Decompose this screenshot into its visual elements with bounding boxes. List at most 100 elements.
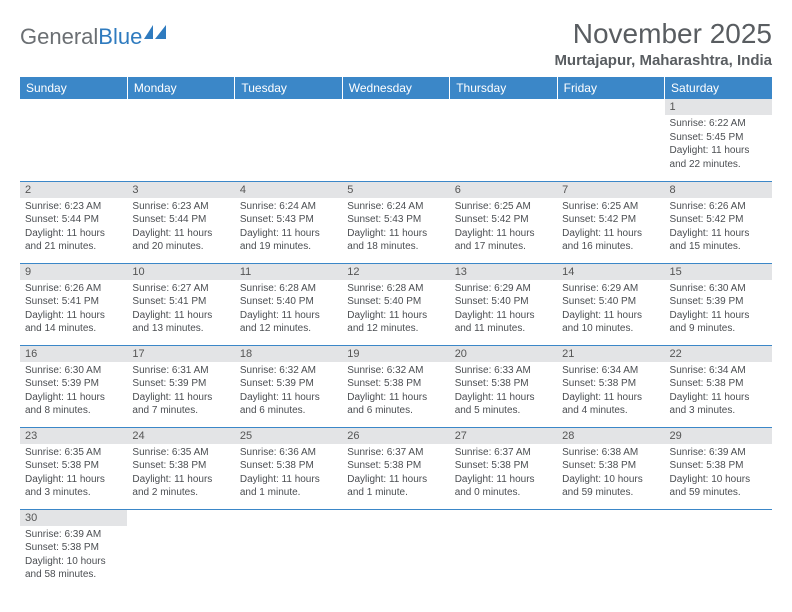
daylight-line: Daylight: 11 hours and 20 minutes. bbox=[132, 227, 229, 254]
sunrise-line: Sunrise: 6:26 AM bbox=[25, 282, 122, 296]
empty-cell bbox=[450, 510, 557, 527]
sunset-line: Sunset: 5:43 PM bbox=[347, 213, 444, 227]
sunrise-line: Sunrise: 6:30 AM bbox=[670, 282, 767, 296]
sunset-line: Sunset: 5:38 PM bbox=[562, 459, 659, 473]
calendar-cell bbox=[342, 99, 449, 181]
calendar-row: 9Sunrise: 6:26 AMSunset: 5:41 PMDaylight… bbox=[20, 263, 772, 345]
sunset-line: Sunset: 5:42 PM bbox=[562, 213, 659, 227]
calendar-cell: 24Sunrise: 6:35 AMSunset: 5:38 PMDayligh… bbox=[127, 427, 234, 509]
weekday-header: Tuesday bbox=[235, 77, 342, 99]
sunrise-line: Sunrise: 6:27 AM bbox=[132, 282, 229, 296]
daylight-line: Daylight: 11 hours and 10 minutes. bbox=[562, 309, 659, 336]
sunset-line: Sunset: 5:38 PM bbox=[347, 459, 444, 473]
weekday-header: Thursday bbox=[450, 77, 557, 99]
sunset-line: Sunset: 5:38 PM bbox=[347, 377, 444, 391]
day-details: Sunrise: 6:36 AMSunset: 5:38 PMDaylight:… bbox=[235, 444, 342, 503]
day-number: 26 bbox=[342, 428, 449, 444]
calendar-row: 23Sunrise: 6:35 AMSunset: 5:38 PMDayligh… bbox=[20, 427, 772, 509]
sunrise-line: Sunrise: 6:26 AM bbox=[670, 200, 767, 214]
day-details: Sunrise: 6:29 AMSunset: 5:40 PMDaylight:… bbox=[450, 280, 557, 339]
sunset-line: Sunset: 5:43 PM bbox=[240, 213, 337, 227]
calendar-cell: 16Sunrise: 6:30 AMSunset: 5:39 PMDayligh… bbox=[20, 345, 127, 427]
day-details: Sunrise: 6:37 AMSunset: 5:38 PMDaylight:… bbox=[450, 444, 557, 503]
daylight-line: Daylight: 11 hours and 3 minutes. bbox=[670, 391, 767, 418]
day-details: Sunrise: 6:23 AMSunset: 5:44 PMDaylight:… bbox=[127, 198, 234, 257]
sunrise-line: Sunrise: 6:24 AM bbox=[347, 200, 444, 214]
calendar-cell: 25Sunrise: 6:36 AMSunset: 5:38 PMDayligh… bbox=[235, 427, 342, 509]
sunrise-line: Sunrise: 6:39 AM bbox=[25, 528, 122, 542]
day-details: Sunrise: 6:30 AMSunset: 5:39 PMDaylight:… bbox=[20, 362, 127, 421]
sunrise-line: Sunrise: 6:38 AM bbox=[562, 446, 659, 460]
day-details: Sunrise: 6:24 AMSunset: 5:43 PMDaylight:… bbox=[235, 198, 342, 257]
day-number: 21 bbox=[557, 346, 664, 362]
sunrise-line: Sunrise: 6:31 AM bbox=[132, 364, 229, 378]
day-details: Sunrise: 6:34 AMSunset: 5:38 PMDaylight:… bbox=[665, 362, 772, 421]
daylight-line: Daylight: 11 hours and 1 minute. bbox=[240, 473, 337, 500]
daylight-line: Daylight: 11 hours and 19 minutes. bbox=[240, 227, 337, 254]
calendar-cell: 10Sunrise: 6:27 AMSunset: 5:41 PMDayligh… bbox=[127, 263, 234, 345]
calendar-cell bbox=[342, 509, 449, 591]
day-number: 5 bbox=[342, 182, 449, 198]
sunset-line: Sunset: 5:42 PM bbox=[670, 213, 767, 227]
weekday-header: Sunday bbox=[20, 77, 127, 99]
daylight-line: Daylight: 11 hours and 15 minutes. bbox=[670, 227, 767, 254]
sunset-line: Sunset: 5:38 PM bbox=[670, 459, 767, 473]
day-number: 12 bbox=[342, 264, 449, 280]
sunset-line: Sunset: 5:41 PM bbox=[132, 295, 229, 309]
day-number: 24 bbox=[127, 428, 234, 444]
day-details: Sunrise: 6:37 AMSunset: 5:38 PMDaylight:… bbox=[342, 444, 449, 503]
weekday-header: Saturday bbox=[665, 77, 772, 99]
logo: GeneralBlue bbox=[20, 24, 166, 50]
daylight-line: Daylight: 10 hours and 59 minutes. bbox=[670, 473, 767, 500]
sunset-line: Sunset: 5:44 PM bbox=[132, 213, 229, 227]
daylight-line: Daylight: 11 hours and 14 minutes. bbox=[25, 309, 122, 336]
day-details: Sunrise: 6:22 AMSunset: 5:45 PMDaylight:… bbox=[665, 115, 772, 174]
day-number: 11 bbox=[235, 264, 342, 280]
daylight-line: Daylight: 11 hours and 18 minutes. bbox=[347, 227, 444, 254]
calendar-cell: 26Sunrise: 6:37 AMSunset: 5:38 PMDayligh… bbox=[342, 427, 449, 509]
day-number: 20 bbox=[450, 346, 557, 362]
weekday-header-row: Sunday Monday Tuesday Wednesday Thursday… bbox=[20, 77, 772, 99]
day-details: Sunrise: 6:25 AMSunset: 5:42 PMDaylight:… bbox=[450, 198, 557, 257]
empty-cell bbox=[127, 510, 234, 527]
sunset-line: Sunset: 5:38 PM bbox=[455, 459, 552, 473]
calendar-cell: 13Sunrise: 6:29 AMSunset: 5:40 PMDayligh… bbox=[450, 263, 557, 345]
logo-word1: General bbox=[20, 24, 98, 49]
logo-word2: Blue bbox=[98, 24, 142, 49]
calendar-cell: 4Sunrise: 6:24 AMSunset: 5:43 PMDaylight… bbox=[235, 181, 342, 263]
location: Murtajapur, Maharashtra, India bbox=[554, 52, 772, 69]
sunrise-line: Sunrise: 6:30 AM bbox=[25, 364, 122, 378]
calendar-cell bbox=[450, 99, 557, 181]
sunrise-line: Sunrise: 6:25 AM bbox=[455, 200, 552, 214]
calendar-cell: 12Sunrise: 6:28 AMSunset: 5:40 PMDayligh… bbox=[342, 263, 449, 345]
calendar-cell: 5 Sunrise: 6:24 AMSunset: 5:43 PMDaylight… bbox=[342, 181, 449, 263]
calendar-cell bbox=[127, 509, 234, 591]
sunrise-line: Sunrise: 6:37 AM bbox=[455, 446, 552, 460]
calendar-cell bbox=[20, 99, 127, 181]
empty-cell bbox=[342, 510, 449, 527]
sunset-line: Sunset: 5:39 PM bbox=[132, 377, 229, 391]
sunset-line: Sunset: 5:39 PM bbox=[670, 295, 767, 309]
title-block: November 2025 Murtajapur, Maharashtra, I… bbox=[554, 18, 772, 69]
day-details: Sunrise: 6:28 AMSunset: 5:40 PMDaylight:… bbox=[235, 280, 342, 339]
day-number: 30 bbox=[20, 510, 127, 526]
calendar-row: 1Sunrise: 6:22 AMSunset: 5:45 PMDaylight… bbox=[20, 99, 772, 181]
day-details: Sunrise: 6:39 AMSunset: 5:38 PMDaylight:… bbox=[665, 444, 772, 503]
sunset-line: Sunset: 5:41 PM bbox=[25, 295, 122, 309]
daylight-line: Daylight: 11 hours and 7 minutes. bbox=[132, 391, 229, 418]
daylight-line: Daylight: 11 hours and 12 minutes. bbox=[240, 309, 337, 336]
empty-cell bbox=[20, 99, 127, 116]
calendar-cell: 7Sunrise: 6:25 AMSunset: 5:42 PMDaylight… bbox=[557, 181, 664, 263]
daylight-line: Daylight: 11 hours and 22 minutes. bbox=[670, 144, 767, 171]
calendar-cell: 15Sunrise: 6:30 AMSunset: 5:39 PMDayligh… bbox=[665, 263, 772, 345]
sunrise-line: Sunrise: 6:35 AM bbox=[25, 446, 122, 460]
day-number: 14 bbox=[557, 264, 664, 280]
day-details: Sunrise: 6:28 AMSunset: 5:40 PMDaylight:… bbox=[342, 280, 449, 339]
sunrise-line: Sunrise: 6:25 AM bbox=[562, 200, 659, 214]
day-number: 19 bbox=[342, 346, 449, 362]
day-number: 18 bbox=[235, 346, 342, 362]
day-details: Sunrise: 6:31 AMSunset: 5:39 PMDaylight:… bbox=[127, 362, 234, 421]
daylight-line: Daylight: 11 hours and 5 minutes. bbox=[455, 391, 552, 418]
empty-cell bbox=[235, 510, 342, 527]
sunrise-line: Sunrise: 6:37 AM bbox=[347, 446, 444, 460]
